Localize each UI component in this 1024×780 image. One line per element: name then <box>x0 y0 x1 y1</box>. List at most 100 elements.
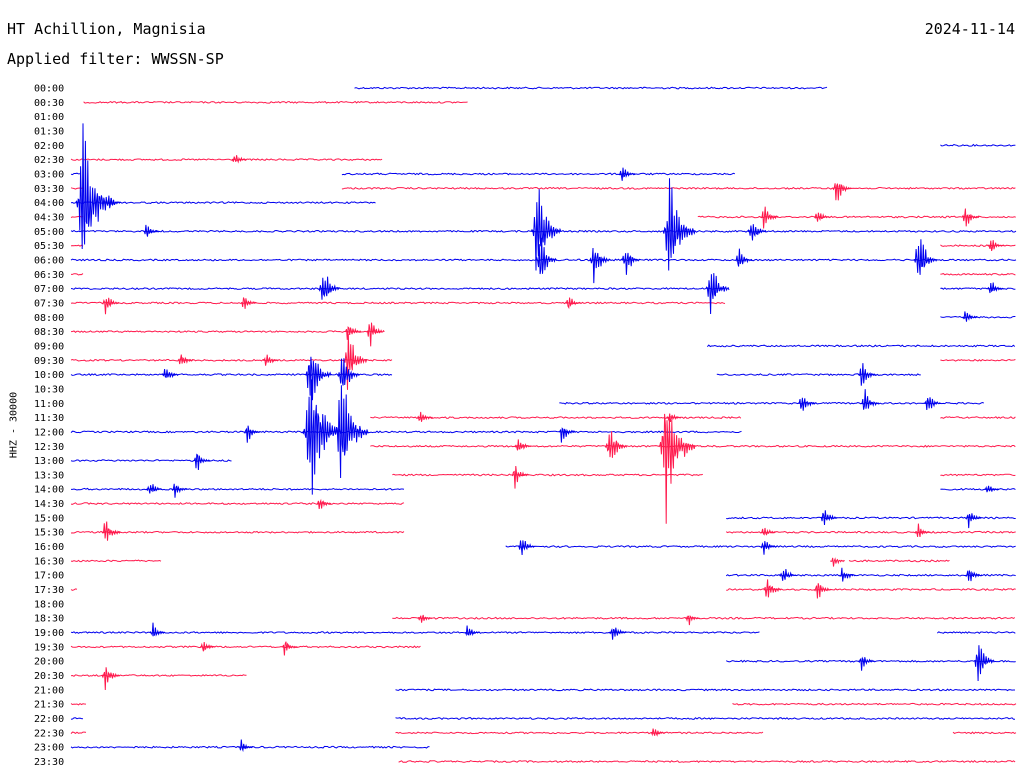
row-label-1100: 11:00 <box>34 399 64 410</box>
row-label-0200: 02:00 <box>34 141 64 152</box>
row-label-0730: 07:30 <box>34 298 64 309</box>
event-burst-6 <box>814 212 830 222</box>
event-burst-23 <box>565 297 581 310</box>
trace-row-0-seg-0 <box>354 86 828 90</box>
trace-row-27-seg-1 <box>940 473 1016 477</box>
row-label-1700: 17:00 <box>34 571 64 582</box>
trace-row-31-seg-0 <box>70 530 405 534</box>
event-burst-60 <box>779 568 797 581</box>
row-label-0300: 03:00 <box>34 169 64 180</box>
trace-row-42-seg-0 <box>395 688 1015 692</box>
trace-row-9-seg-0 <box>70 215 84 218</box>
row-label-2330: 23:30 <box>34 757 64 768</box>
event-burst-52 <box>820 510 838 526</box>
row-label-0700: 07:00 <box>34 284 64 295</box>
trace-row-19-seg-1 <box>940 358 1016 362</box>
row-label-1130: 11:30 <box>34 413 64 424</box>
event-burst-7 <box>961 208 980 227</box>
row-label-0330: 03:30 <box>34 184 64 195</box>
event-burst-31 <box>304 356 332 401</box>
trace-row-45-seg-2 <box>952 731 1017 735</box>
event-burst-30 <box>161 368 179 379</box>
row-label-2000: 20:00 <box>34 657 64 668</box>
event-burst-53 <box>965 513 982 529</box>
event-burst-40 <box>334 385 369 479</box>
trace-row-28-seg-1 <box>940 487 1016 491</box>
trace-row-24-seg-0 <box>70 430 742 434</box>
trace-row-45-seg-0 <box>70 731 87 735</box>
event-burst-41 <box>243 425 261 443</box>
row-label-2200: 22:00 <box>34 714 64 725</box>
event-burst-45 <box>514 439 532 451</box>
event-burst-37 <box>417 411 433 422</box>
trace-row-7-seg-1 <box>341 186 1016 190</box>
event-burst-26 <box>344 326 362 340</box>
trace-row-22-seg-0 <box>559 401 984 405</box>
event-burst-65 <box>417 614 433 623</box>
seismic-traces <box>70 86 1017 763</box>
event-burst-57 <box>518 540 536 556</box>
row-label-0400: 04:00 <box>34 198 64 209</box>
event-burst-4 <box>105 195 122 209</box>
row-label-0800: 08:00 <box>34 313 64 324</box>
event-burst-20 <box>987 282 1004 294</box>
event-burst-14 <box>589 247 611 284</box>
event-burst-36 <box>924 397 942 411</box>
row-label-1900: 19:00 <box>34 628 64 639</box>
event-burst-10 <box>662 178 696 271</box>
station-title: HT Achillion, Magnisia <box>7 20 206 38</box>
event-burst-56 <box>914 523 931 537</box>
event-burst-51 <box>316 498 332 510</box>
trace-row-15-seg-0 <box>70 301 726 305</box>
event-burst-33 <box>857 363 877 386</box>
trace-row-38-seg-1 <box>936 631 1016 634</box>
event-burst-0 <box>231 155 247 164</box>
row-label-0900: 09:00 <box>34 341 64 352</box>
trace-row-16-seg-0 <box>940 315 1016 319</box>
row-label-1330: 13:30 <box>34 470 64 481</box>
trace-row-35-seg-0 <box>70 588 78 591</box>
row-label-2130: 21:30 <box>34 700 64 711</box>
row-label-1430: 14:30 <box>34 499 64 510</box>
event-burst-49 <box>171 483 188 498</box>
event-burst-17 <box>913 239 938 275</box>
trace-row-11-seg-0 <box>70 244 84 247</box>
event-burst-54 <box>101 521 121 541</box>
row-tick-labels: 00:00 00:30 01:00 01:30 02:00 02:30 03:00 03:30… <box>34 84 64 769</box>
trace-row-44-seg-0 <box>70 717 84 720</box>
trace-row-28-seg-0 <box>71 487 405 491</box>
event-burst-18 <box>318 276 340 300</box>
row-label-2230: 22:30 <box>34 728 64 739</box>
event-burst-28 <box>177 354 194 365</box>
row-label-0030: 00:30 <box>34 98 64 109</box>
row-label-1200: 12:00 <box>34 427 64 438</box>
event-burst-32 <box>337 358 360 386</box>
event-burst-34 <box>798 397 816 411</box>
event-burst-67 <box>149 622 166 637</box>
row-label-0100: 01:00 <box>34 112 64 123</box>
row-label-1830: 18:30 <box>34 614 64 625</box>
row-label-0130: 01:30 <box>34 126 64 137</box>
event-burst-61 <box>839 567 856 582</box>
row-label-0830: 08:30 <box>34 327 64 338</box>
trace-row-38-seg-0 <box>70 631 760 634</box>
event-burst-35 <box>861 389 880 410</box>
trace-row-30-seg-0 <box>726 516 1016 520</box>
trace-row-5-seg-0 <box>70 158 84 161</box>
row-label-1230: 12:30 <box>34 442 64 453</box>
event-burst-24 <box>962 311 978 322</box>
trace-row-13-seg-0 <box>71 273 84 276</box>
event-burst-3 <box>75 123 115 250</box>
trace-row-45-seg-1 <box>395 731 764 735</box>
event-burst-62 <box>965 569 983 582</box>
trace-row-39-seg-0 <box>70 645 421 649</box>
row-label-0600: 06:00 <box>34 255 64 266</box>
trace-row-43-seg-0 <box>70 702 87 706</box>
event-burst-70 <box>199 642 216 652</box>
event-burst-27 <box>343 333 368 390</box>
event-burst-15 <box>621 252 641 275</box>
trace-row-11-seg-1 <box>940 244 1016 247</box>
row-label-0500: 05:00 <box>34 227 64 238</box>
event-burst-47 <box>511 465 529 489</box>
